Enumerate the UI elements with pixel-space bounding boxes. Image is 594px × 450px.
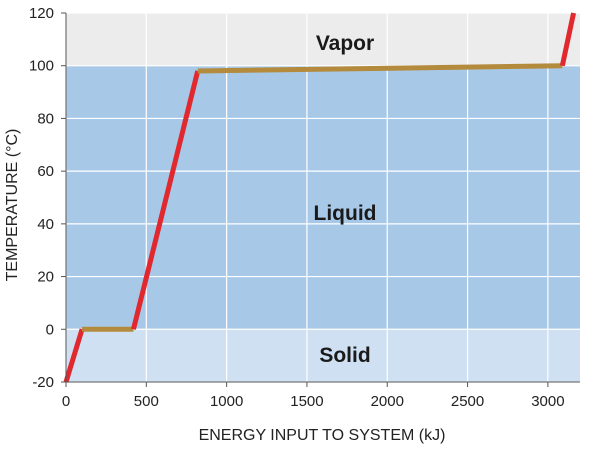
x-tick-label: 1500 [290, 393, 323, 410]
region-bands [66, 13, 580, 382]
y-tick-label: 0 [46, 321, 54, 338]
y-tick-label: 20 [37, 269, 54, 286]
region-label-vapor: Vapor [316, 32, 374, 55]
region-band-liquid [66, 65, 580, 330]
y-axis-title: TEMPERATURE (°C) [4, 129, 21, 282]
series-lines [63, 12, 577, 383]
x-tick-label: 1000 [210, 393, 243, 410]
region-labels: Vapor Liquid Solid [314, 32, 377, 367]
phase-transition-segment [197, 63, 563, 74]
region-band-vapor [66, 13, 580, 66]
axes [61, 12, 580, 387]
x-axis-title: ENERGY INPUT TO SYSTEM (kJ) [199, 427, 446, 444]
heating-segment [63, 328, 85, 383]
y-tick-label: 40 [37, 216, 54, 233]
y-tick-label: 80 [37, 110, 54, 127]
y-tick-label: -20 [32, 374, 54, 391]
x-tick-label: 3000 [531, 393, 564, 410]
x-tick-label: 500 [134, 393, 159, 410]
y-tick-label: 60 [37, 163, 54, 180]
region-band-solid [66, 329, 580, 382]
y-tick-label: 120 [29, 5, 54, 22]
heating-segment [559, 12, 577, 67]
region-label-solid: Solid [319, 344, 370, 367]
heating-segment [131, 70, 201, 330]
y-tick-label: 100 [29, 58, 54, 75]
x-tick-label: 2000 [371, 393, 404, 410]
x-tick-label: 2500 [451, 393, 484, 410]
x-tick-label: 0 [62, 393, 70, 410]
tick-labels: -20 0 20 40 60 80 100 120 0 500 1000 1500 2000 2500 30… [29, 5, 565, 410]
region-label-liquid: Liquid [314, 202, 377, 225]
